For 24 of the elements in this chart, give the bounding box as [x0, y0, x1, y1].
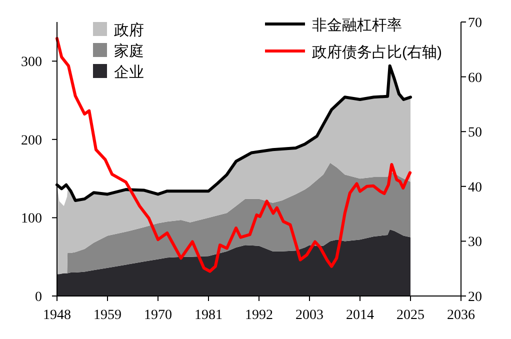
- x-tick-label: 2003: [296, 308, 324, 323]
- x-tick-label: 2025: [396, 308, 424, 323]
- y-tick-label: 0: [35, 290, 42, 305]
- legend-label: 企业: [114, 64, 144, 81]
- x-tick-label: 1948: [43, 308, 71, 323]
- x-tick-label: 1959: [94, 308, 122, 323]
- x-tick-label: 1970: [144, 308, 172, 323]
- y2-tick-label: 20: [468, 290, 482, 305]
- x-tick-label: 2014: [346, 308, 374, 323]
- legend-label: 政府债务占比(右轴): [312, 44, 442, 61]
- y-tick-label: 100: [21, 212, 42, 227]
- x-tick-label: 1981: [194, 308, 222, 323]
- y-tick-label: 200: [21, 133, 42, 148]
- y2-tick-label: 60: [468, 70, 482, 86]
- legend-label: 政府: [114, 22, 144, 39]
- y2-tick-label: 30: [468, 235, 482, 250]
- legend-label: 非金融杠杆率: [312, 17, 402, 34]
- y2-tick-label: 50: [468, 126, 482, 141]
- y2-tick-label: 70: [468, 16, 482, 31]
- x-tick-label: 2036: [447, 308, 475, 323]
- y-tick-label: 300: [21, 55, 42, 70]
- x-tick-label: 1992: [245, 308, 273, 323]
- y2-tick-label: 40: [468, 180, 482, 196]
- legend-label: 家庭: [114, 43, 144, 60]
